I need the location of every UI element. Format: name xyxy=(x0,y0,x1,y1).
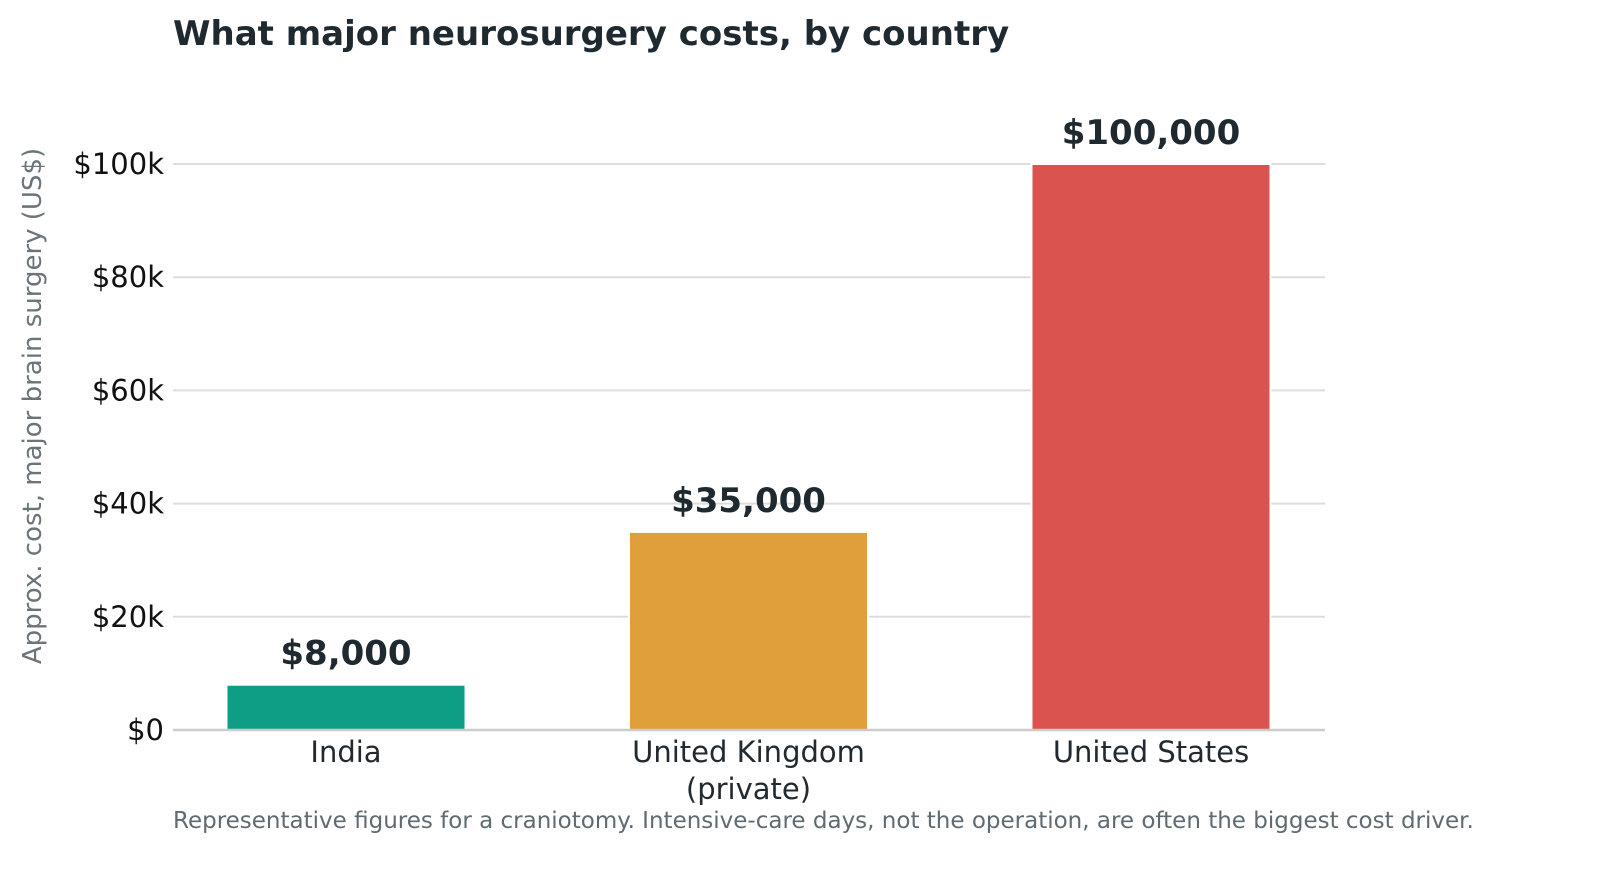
labels: $0 $20k $40k $60k $80k $100k $8,000 India $35,00… xyxy=(73,113,1249,806)
y-tick-label: $80k xyxy=(92,260,164,294)
x-tick-label: (private) xyxy=(686,772,811,806)
bar xyxy=(1030,163,1272,731)
x-tick-label: India xyxy=(310,735,381,769)
y-axis-label: Approx. cost, major brain surgery (US$) xyxy=(18,148,48,664)
y-tick-label: $100k xyxy=(73,147,164,181)
y-tick-label: $40k xyxy=(92,487,164,521)
x-tick-label: United States xyxy=(1053,735,1249,769)
chart-title: What major neurosurgery costs, by countr… xyxy=(173,14,1010,54)
y-tick-label: $60k xyxy=(92,373,164,407)
y-tick-label: $0 xyxy=(127,713,164,747)
data-label: $100,000 xyxy=(1062,113,1241,153)
bar xyxy=(225,683,467,731)
x-tick-label: United Kingdom xyxy=(632,735,865,769)
y-tick-label: $20k xyxy=(92,600,164,634)
bars xyxy=(225,163,1272,732)
footnote: Representative figures for a craniotomy.… xyxy=(173,808,1474,834)
data-label: $35,000 xyxy=(671,481,826,521)
data-label: $8,000 xyxy=(280,634,411,674)
bar xyxy=(628,530,869,732)
